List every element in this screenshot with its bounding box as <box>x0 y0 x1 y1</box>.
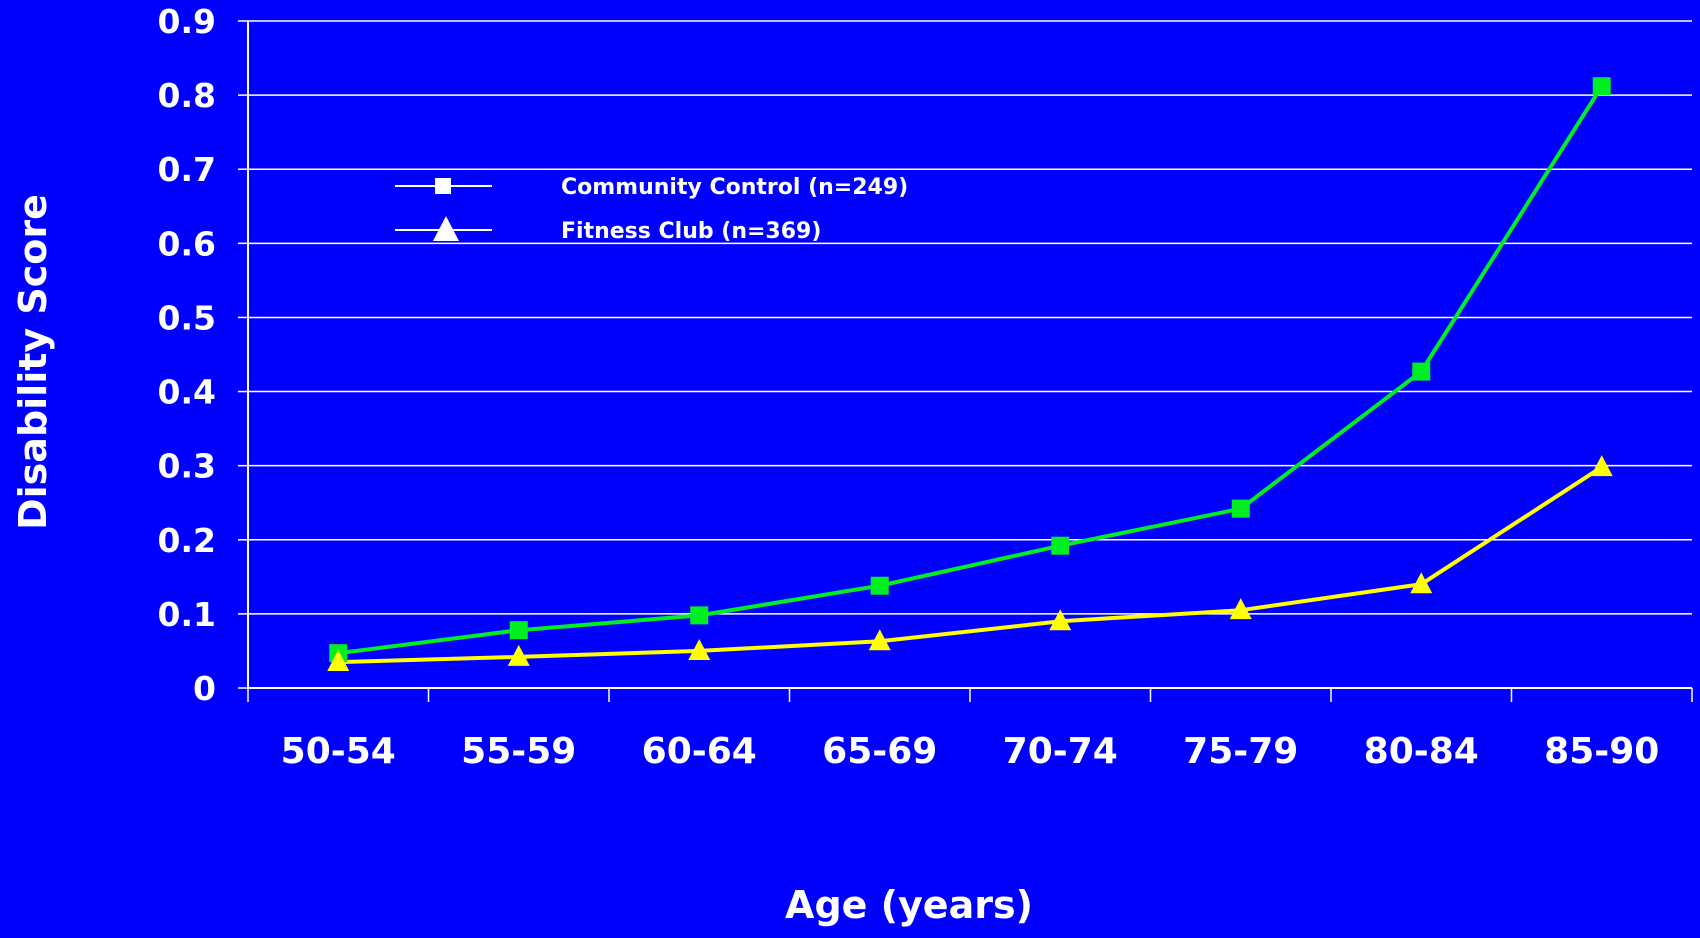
data-point-square <box>1592 77 1611 96</box>
x-tick-label: 60-64 <box>642 731 757 772</box>
data-point-square <box>1412 362 1431 381</box>
y-tick-label: 0.5 <box>158 298 216 337</box>
data-point-triangle <box>1410 572 1433 594</box>
data-point-square <box>1051 536 1070 555</box>
legend-label: Fitness Club (n=369) <box>561 219 821 244</box>
legend-square-marker <box>435 178 451 194</box>
y-tick-labels: 0 0.1 0.2 0.3 0.4 0.5 0.6 0.7 0.8 0.9 <box>158 2 216 708</box>
y-tick-label: 0.7 <box>158 150 216 189</box>
y-tick-label: 0.9 <box>158 2 216 41</box>
x-tick-label: 65-69 <box>822 731 937 772</box>
x-tick-label: 70-74 <box>1003 731 1118 772</box>
legend: Community Control (n=249) Fitness Club (n… <box>395 175 908 244</box>
legend-triangle-marker <box>433 216 459 241</box>
data-point-square <box>1231 499 1250 518</box>
y-axis-title: Disability Score <box>11 194 55 530</box>
y-tick-label: 0.4 <box>158 373 216 412</box>
series-line <box>338 465 1603 665</box>
x-tick-label: 55-59 <box>461 731 576 772</box>
data-point-square <box>870 576 889 595</box>
x-tick-label: 85-90 <box>1544 731 1659 772</box>
axes <box>238 20 1693 702</box>
data-point-triangle <box>327 650 350 672</box>
data-point-square <box>690 606 709 625</box>
data-point-triangle <box>868 629 891 651</box>
data-point-triangle <box>1049 609 1072 631</box>
y-tick-label: 0.3 <box>158 447 216 486</box>
data-point-triangle <box>507 644 530 666</box>
y-tick-label: 0.1 <box>158 595 216 634</box>
data-point-triangle <box>688 638 711 660</box>
x-tick-labels: 50-54 55-59 60-64 65-69 70-74 75-79 80-84 85-90 <box>281 731 1660 772</box>
x-axis-title: Age (years) <box>785 883 1033 927</box>
y-tick-label: 0.6 <box>158 224 216 263</box>
data-point-triangle <box>1229 598 1252 620</box>
legend-label: Community Control (n=249) <box>561 175 908 200</box>
data-point-triangle <box>1590 455 1613 477</box>
x-tick-label: 75-79 <box>1183 731 1298 772</box>
series-markers <box>327 77 1613 672</box>
y-tick-label: 0 <box>193 669 216 708</box>
x-tick-label: 50-54 <box>281 731 396 772</box>
series-line <box>338 85 1604 656</box>
data-point-square <box>509 621 528 640</box>
x-tick-label: 80-84 <box>1364 731 1479 772</box>
y-tick-label: 0.2 <box>158 521 216 560</box>
y-tick-label: 0.8 <box>158 76 216 115</box>
series-lines <box>338 85 1604 665</box>
gridlines <box>248 20 1692 615</box>
